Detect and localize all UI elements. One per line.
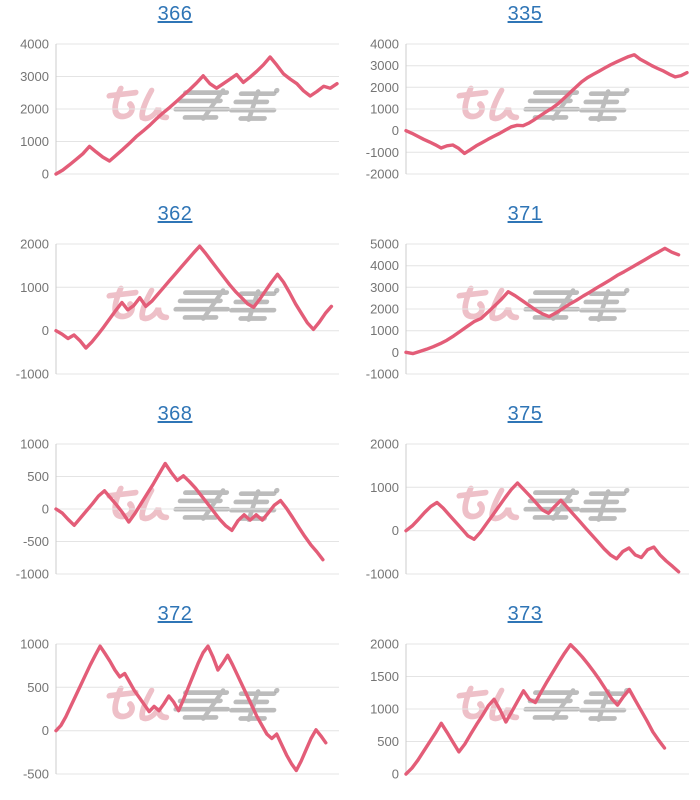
chart-title-row: 372 [0,603,350,626]
chart-title-row: 373 [350,603,700,626]
chart-title-row: 362 [0,203,350,226]
svg-text:500: 500 [377,734,399,749]
svg-text:4000: 4000 [20,37,49,52]
svg-text:0: 0 [42,167,49,182]
chart-link-371[interactable]: 371 [507,203,543,225]
line-chart-375: 2000 1000 0 -1000 [366,437,689,582]
svg-text:0: 0 [392,767,399,782]
svg-text:2000: 2000 [20,102,49,117]
svg-text:4000: 4000 [370,258,399,273]
svg-text:2000: 2000 [370,80,399,95]
svg-text:3000: 3000 [370,58,399,73]
svg-text:-1000: -1000 [16,367,49,382]
chart-link-372[interactable]: 372 [157,603,193,625]
svg-text:1000: 1000 [370,102,399,117]
svg-text:0: 0 [392,345,399,360]
line-chart-362: 2000 1000 0 -1000 [16,237,339,382]
svg-text:0: 0 [42,502,49,517]
svg-text:1000: 1000 [20,637,49,652]
chart-link-368[interactable]: 368 [157,403,193,425]
svg-text:4000: 4000 [370,37,399,52]
watermark-minrepo-glyphs [456,485,630,522]
chart-title-row: 366 [0,3,350,26]
svg-text:0: 0 [42,323,49,338]
svg-text:2000: 2000 [370,637,399,652]
svg-text:1000: 1000 [370,323,399,338]
svg-text:-1000: -1000 [366,567,399,582]
svg-text:-500: -500 [23,767,49,782]
watermark-minrepo-logo [450,83,632,125]
chart-link-373[interactable]: 373 [507,603,543,625]
svg-text:1000: 1000 [20,134,49,149]
chart-link-362[interactable]: 362 [157,203,193,225]
chart-cell-371: 371 5000 4000 3000 2000 1000 0 -1000 [350,200,700,400]
svg-text:2000: 2000 [370,437,399,452]
watermark-minrepo-glyphs [106,285,280,322]
chart-cell-362: 362 2000 1000 0 -1000 [0,200,350,400]
svg-text:-1000: -1000 [366,367,399,382]
svg-text:-1000: -1000 [366,145,399,160]
svg-text:1000: 1000 [370,480,399,495]
svg-text:-1000: -1000 [16,567,49,582]
chart-cell-335: 335 4000 3000 2000 1000 0 -1000 -2000 [350,0,700,200]
chart-link-375[interactable]: 375 [507,403,543,425]
chart-cell-375: 375 2000 1000 0 -1000 [350,400,700,600]
svg-text:500: 500 [27,469,49,484]
line-chart-366: 4000 3000 2000 1000 0 [20,37,339,182]
svg-text:3000: 3000 [20,69,49,84]
svg-text:2000: 2000 [370,302,399,317]
line-chart-371: 5000 4000 3000 2000 1000 0 -1000 [366,237,689,382]
svg-text:500: 500 [27,680,49,695]
svg-text:1500: 1500 [370,669,399,684]
svg-text:3000: 3000 [370,280,399,295]
svg-text:2000: 2000 [20,237,49,252]
chart-link-335[interactable]: 335 [507,3,543,25]
svg-text:-500: -500 [23,534,49,549]
svg-text:0: 0 [392,523,399,538]
svg-text:-2000: -2000 [366,167,399,182]
line-chart-372: 1000 500 0 -500 [20,637,339,782]
chart-title-row: 375 [350,403,700,426]
chart-link-366[interactable]: 366 [157,3,193,25]
line-chart-373: 2000 1500 1000 500 0 [370,637,689,782]
svg-text:0: 0 [392,123,399,138]
chart-title-row: 371 [350,203,700,226]
svg-text:5000: 5000 [370,237,399,252]
chart-cell-368: 368 1000 500 0 -500 -1000 [0,400,350,600]
chart-cell-366: 366 4000 3000 2000 1000 0 [0,0,350,200]
watermark-minrepo-logo [450,483,632,525]
svg-text:1000: 1000 [20,280,49,295]
chart-title-row: 368 [0,403,350,426]
line-chart-335: 4000 3000 2000 1000 0 -1000 -2000 [366,37,689,182]
svg-text:1000: 1000 [370,702,399,717]
chart-cell-372: 372 1000 500 0 -500 [0,600,350,800]
watermark-minrepo-glyphs [456,85,630,122]
chart-cell-373: 373 2000 1500 1000 500 0 [350,600,700,800]
svg-text:1000: 1000 [20,437,49,452]
svg-text:0: 0 [42,723,49,738]
line-chart-368: 1000 500 0 -500 -1000 [16,437,339,582]
chart-title-row: 335 [350,3,700,26]
watermark-minrepo-logo [100,283,282,325]
